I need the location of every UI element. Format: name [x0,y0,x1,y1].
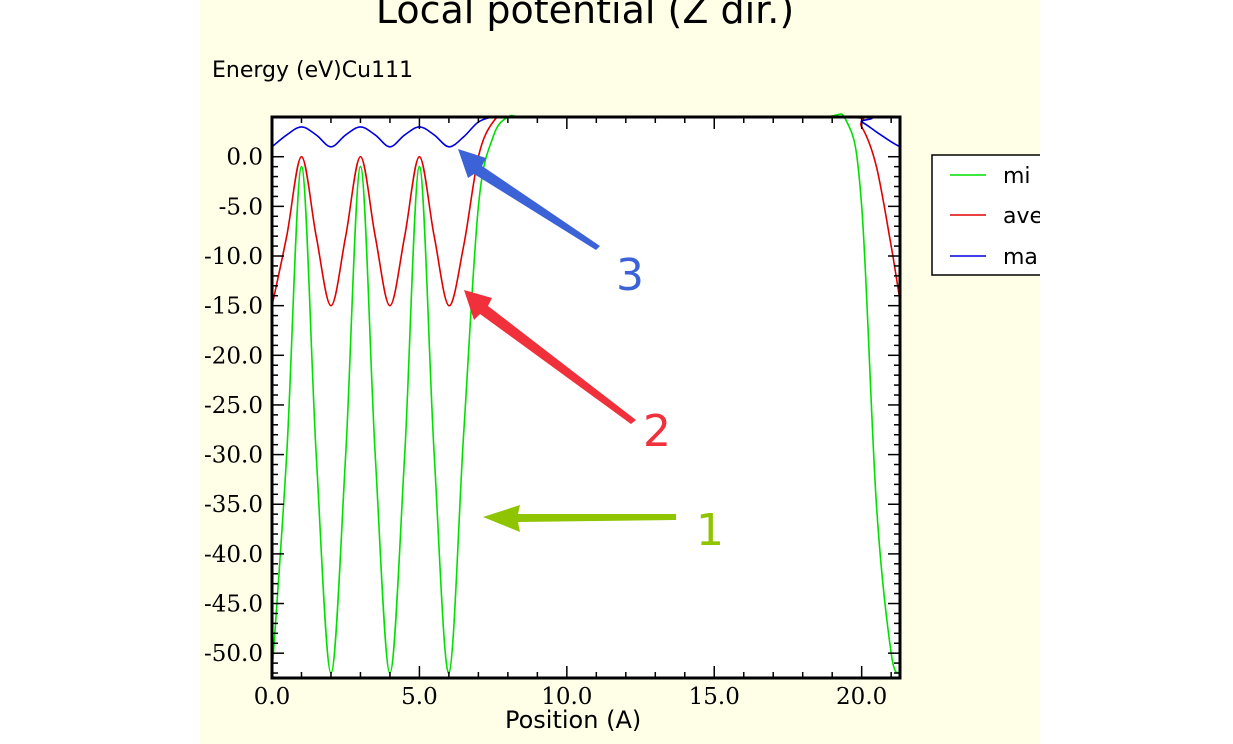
annotation-arrow-2 [464,290,636,424]
y-tick-label: -40.0 [204,542,263,568]
y-tick-label: -15.0 [204,294,263,320]
y-tick-label: -10.0 [204,244,263,270]
y-tick-label: -20.0 [204,343,263,369]
chart-panel: Local potential (Z dir.) Energy (eV)Cu11… [200,0,1040,744]
legend-entry-ma: ma [1003,245,1038,270]
y-tick-label: 0.0 [226,145,263,171]
annotation-arrow-3 [458,149,600,250]
x-tick-label: 20.0 [836,684,887,710]
plot-frame [270,115,902,680]
x-tick-label: 10.0 [541,684,592,710]
x-tick-label: 0.0 [254,684,291,710]
chart-plot: 0.0 5.0 10.0 15.0 20.0 0.0 -5.0 -10.0 -15.0 -20.… [204,113,1040,710]
chart-title: Local potential (Z dir.) [375,0,795,32]
legend-entry-mi: mi [1003,164,1031,189]
x-tick-label: 15.0 [689,684,740,710]
y-axis-label: Energy (eV)Cu111 [212,58,414,83]
y-tick-label: -35.0 [204,492,263,518]
legend-entry-ave: ave [1003,204,1040,229]
plot-area [272,117,900,678]
y-tick-label: -25.0 [204,393,263,419]
y-tick-label: -30.0 [204,443,263,469]
y-tick-label: -5.0 [219,194,263,220]
x-axis-label: Position (A) [505,706,642,734]
y-tick-label: -45.0 [204,592,263,618]
annotation-label-2: 2 [643,406,671,457]
annotation-arrow-1 [483,505,676,532]
x-tick-label: 5.0 [401,684,438,710]
annotation-label-1: 1 [696,505,724,556]
annotation-label-3: 3 [616,250,644,301]
y-tick-label: -50.0 [204,641,263,667]
